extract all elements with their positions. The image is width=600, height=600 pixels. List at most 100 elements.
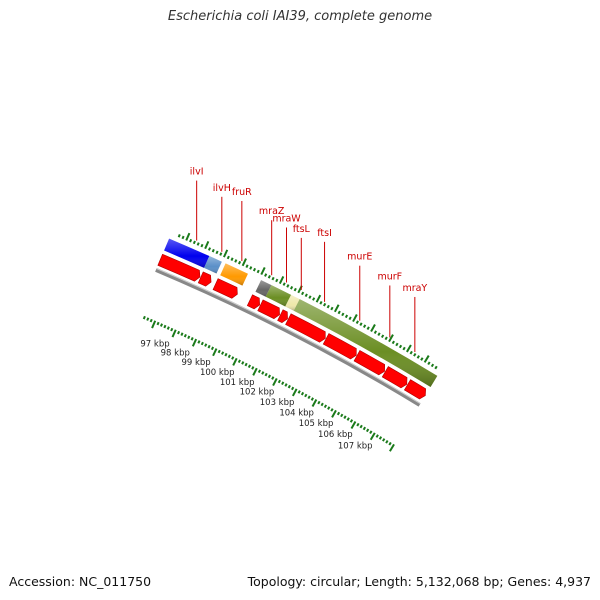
ruler-minor-tick xyxy=(241,361,245,365)
ruler-minor-tick xyxy=(346,417,350,421)
ruler-minor-tick xyxy=(320,402,324,407)
kbp-label: 107 kbp xyxy=(338,442,373,452)
major-tick xyxy=(241,258,247,267)
minor-tick xyxy=(373,330,378,334)
cds-arrow xyxy=(381,366,408,389)
kbp-label: 106 kbp xyxy=(318,430,353,440)
minor-tick xyxy=(230,257,234,261)
ruler-minor-tick xyxy=(307,395,311,400)
kbp-label: 101 kbp xyxy=(220,378,255,388)
ruler-minor-tick xyxy=(356,422,360,427)
ruler-minor-tick xyxy=(149,318,153,323)
minor-tick xyxy=(181,235,185,240)
ruler-minor-tick xyxy=(388,441,392,446)
cds-arrow xyxy=(322,333,357,360)
ruler-minor-tick xyxy=(166,326,170,330)
minor-tick xyxy=(189,238,193,243)
cds-arrow xyxy=(277,309,288,324)
ruler-minor-tick xyxy=(180,332,184,336)
kbp-label: 104 kbp xyxy=(279,409,314,419)
minor-tick xyxy=(312,297,316,301)
ruler-minor-tick xyxy=(264,372,268,377)
gene-label: ftsI xyxy=(317,228,332,239)
cds-arrow xyxy=(197,271,212,287)
olive-feature-b-shade xyxy=(293,299,438,388)
minor-tick xyxy=(282,282,286,286)
ruler-minor-tick xyxy=(197,340,201,344)
minor-tick xyxy=(275,278,279,283)
ruler-minor-tick xyxy=(317,400,321,405)
kbp-label: 97 kbp xyxy=(140,339,169,349)
blue-feature-shade xyxy=(164,238,210,268)
gene-label: ftsL xyxy=(293,224,311,235)
minor-tick xyxy=(416,355,420,359)
ruler-minor-tick xyxy=(251,366,255,370)
ruler-minor-tick xyxy=(247,364,251,369)
kbp-label: 99 kbp xyxy=(181,358,210,368)
ruler-minor-tick xyxy=(190,337,194,341)
major-tick xyxy=(333,304,340,313)
ruler-minor-tick xyxy=(281,381,285,386)
ruler-minor-tick xyxy=(271,376,275,380)
ruler-minor-tick xyxy=(304,393,308,398)
ruler-minor-tick xyxy=(142,315,146,320)
ruler-major-tick xyxy=(232,357,238,366)
minor-tick xyxy=(362,324,367,328)
ruler-minor-tick xyxy=(369,430,373,435)
ruler-minor-tick xyxy=(159,323,163,327)
map-title: Escherichia coli IAI39, complete genome xyxy=(167,9,433,24)
ruler-minor-tick xyxy=(227,354,231,359)
minor-tick xyxy=(215,250,219,255)
gene-label: mraW xyxy=(272,213,301,224)
minor-tick xyxy=(430,363,435,368)
cds-arrow xyxy=(285,313,326,343)
lower-tick-track xyxy=(142,315,395,452)
ruler-major-tick xyxy=(252,367,258,376)
minor-tick xyxy=(271,276,275,281)
minor-tick xyxy=(304,293,308,298)
kbp-label: 103 kbp xyxy=(260,398,295,408)
major-tick xyxy=(388,334,394,343)
pale-feature-shade xyxy=(285,294,300,311)
ruler-minor-tick xyxy=(183,333,187,338)
minor-tick xyxy=(249,266,253,270)
ruler-major-tick xyxy=(171,329,177,338)
ruler-minor-tick xyxy=(375,434,379,438)
ruler-minor-tick xyxy=(187,335,191,340)
ruler-minor-tick xyxy=(291,386,295,391)
minor-tick xyxy=(245,264,249,268)
minor-tick xyxy=(289,285,294,290)
minor-tick xyxy=(219,252,223,256)
olive-feature-a-shade xyxy=(265,285,292,307)
gene-label: ilvH xyxy=(213,183,231,194)
gene-label: mraZ xyxy=(259,206,285,217)
major-tick xyxy=(185,232,191,241)
minor-tick xyxy=(355,320,359,325)
ruler-minor-tick xyxy=(146,317,150,321)
kbp-label: 100 kbp xyxy=(200,368,235,378)
minor-tick xyxy=(434,365,438,370)
minor-tick xyxy=(366,326,370,330)
minor-tick xyxy=(402,346,406,351)
minor-tick xyxy=(427,361,431,366)
minor-tick xyxy=(177,234,181,238)
minor-tick xyxy=(200,243,204,248)
ruler-minor-tick xyxy=(221,351,225,355)
ruler-minor-tick xyxy=(385,440,389,444)
ruler-major-tick xyxy=(212,348,218,357)
ruler-minor-tick xyxy=(297,390,301,394)
gene-label: mraY xyxy=(402,283,427,294)
cds-arrow xyxy=(157,253,201,282)
minor-tick xyxy=(380,334,385,339)
minor-tick xyxy=(286,284,290,288)
kbp-label: 105 kbp xyxy=(299,419,334,429)
ruler-minor-tick xyxy=(224,352,228,357)
accession-text: Accession: NC_011750 xyxy=(9,574,152,589)
ruler-minor-tick xyxy=(310,397,314,401)
ruler-major-tick xyxy=(311,399,318,408)
ruler-minor-tick xyxy=(156,321,160,326)
ruler-minor-tick xyxy=(170,327,174,332)
minor-tick xyxy=(319,300,323,305)
